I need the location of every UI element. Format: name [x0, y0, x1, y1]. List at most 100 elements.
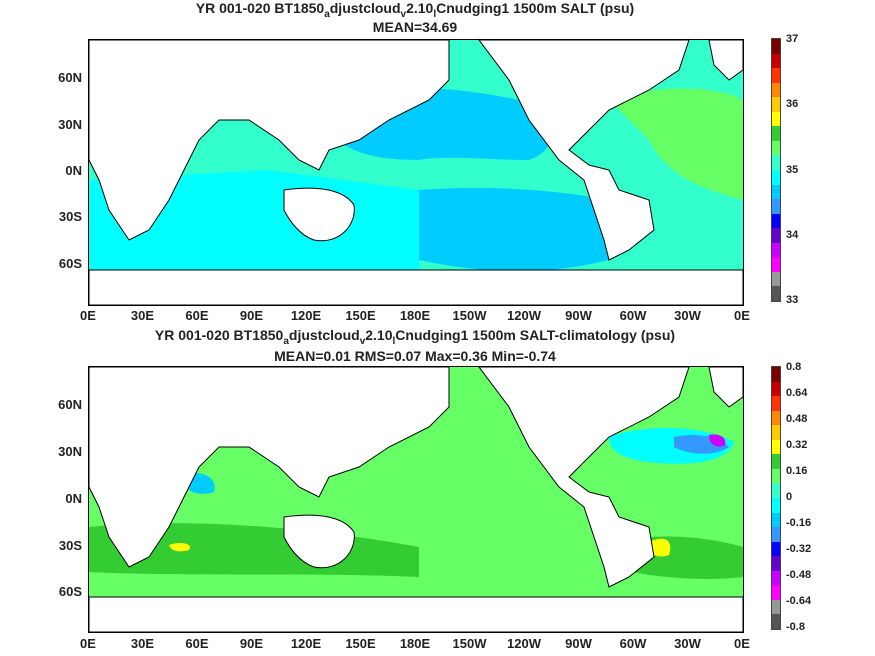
- top-ylabel-30n: 30N: [58, 117, 82, 132]
- top-cbar-label-34: 34: [786, 229, 799, 241]
- bottom-xlabel-1: 30E: [130, 636, 155, 651]
- bottom-cbar-label-9: -0.64: [786, 595, 812, 607]
- top-colorbar-segment-4: [772, 97, 780, 113]
- top-ylabel-30s: 30S: [58, 209, 82, 224]
- top-xlabel-9: 90W: [565, 308, 592, 323]
- bottom-xlabel-9: 90W: [565, 636, 592, 651]
- top-map-svg: [89, 40, 743, 305]
- bottom-xlabel-0: 0E: [80, 636, 96, 651]
- top-colorbar-segment-17: [772, 286, 780, 302]
- top-colorbar-segment-2: [772, 68, 780, 84]
- bottom-map-panel: [88, 366, 744, 633]
- bottom-title-line1: YR 001-020 BT1850adjustcloudv2.10lCnudgi…: [154, 327, 676, 347]
- bottom-yellow-patch-1: [169, 542, 190, 552]
- bottom-colorbar-segment-12: [772, 541, 780, 557]
- bottom-cbar-label-4: 0.16: [786, 465, 808, 477]
- top-xlabel-10: 60W: [619, 308, 647, 323]
- top-title-line1: YR 001-020 BT1850adjustcloudv2.10lCnudgi…: [195, 0, 635, 20]
- top-ylabel-60n: 60N: [58, 70, 82, 85]
- bottom-cbar-label-0: 0.8: [786, 361, 802, 373]
- bottom-ylabel-60n: 60N: [58, 397, 82, 412]
- top-xlabel-1: 30E: [130, 308, 155, 323]
- bottom-xlabel-2: 60E: [185, 636, 209, 651]
- bottom-ylabel-30n: 30N: [58, 444, 82, 459]
- bottom-colorbar-segment-17: [772, 614, 780, 630]
- bottom-xlabel-4: 120E: [290, 636, 322, 651]
- top-colorbar-segment-10: [772, 184, 780, 200]
- bottom-land: [89, 367, 743, 632]
- top-cbar-label-36: 36: [786, 98, 799, 110]
- bottom-colorbar-segment-10: [772, 512, 780, 528]
- bottom-xlabel-6: 180E: [399, 636, 431, 651]
- top-map-panel: [88, 39, 744, 306]
- bottom-colorbar-segment-9: [772, 498, 780, 514]
- top-colorbar-segment-6: [772, 126, 780, 142]
- top-colorbar-segment-16: [772, 271, 780, 287]
- bottom-xlabel-7: 150W: [452, 636, 487, 651]
- bottom-colorbar-segment-6: [772, 454, 780, 470]
- bottom-xlabel-8: 120W: [507, 636, 541, 651]
- top-colorbar-segment-9: [772, 170, 780, 186]
- bottom-colorbar-segment-3: [772, 410, 780, 426]
- bottom-cbar-label-3: 0.32: [786, 439, 808, 451]
- top-xlabel-5: 150E: [345, 308, 376, 323]
- bottom-cbar-label-5: 0: [786, 491, 793, 503]
- top-cbar-label-35: 35: [786, 164, 799, 176]
- bottom-atlantic-purple: [709, 434, 726, 447]
- bottom-colorbar-segment-4: [772, 425, 780, 441]
- bottom-colorbar-segment-2: [772, 396, 780, 412]
- bottom-cbar-label-7: -0.32: [786, 543, 812, 555]
- top-colorbar-segment-1: [772, 53, 780, 69]
- top-cbar-label-37: 37: [786, 33, 799, 45]
- bottom-colorbar-segment-11: [772, 527, 780, 543]
- top-colorbar-segment-3: [772, 82, 780, 98]
- bottom-xlabel-10: 60W: [619, 636, 647, 651]
- top-colorbar-segment-7: [772, 140, 780, 156]
- bottom-cbar-label-8: -0.48: [786, 569, 812, 581]
- bottom-ylabel-60s: 60S: [58, 584, 82, 599]
- top-ylabel-60s: 60S: [58, 256, 82, 271]
- top-ylabel-0n: 0N: [65, 163, 82, 178]
- top-xlabel-0: 0E: [80, 308, 96, 323]
- top-land: [89, 40, 743, 305]
- bottom-cbar-label-6: -0.16: [786, 517, 812, 529]
- top-xlabel-12: 0E: [734, 308, 750, 323]
- top-colorbar-segment-14: [772, 242, 780, 258]
- bottom-cbar-label-2: 0.48: [786, 413, 808, 425]
- top-colorbar-segment-5: [772, 111, 780, 127]
- top-title-mean: MEAN=34.69: [372, 19, 458, 35]
- top-colorbar-segment-15: [772, 257, 780, 273]
- top-cbar-label-33: 33: [786, 294, 799, 306]
- top-colorbar-segment-12: [772, 213, 780, 229]
- bottom-cbar-label-10: -0.8: [786, 621, 805, 633]
- top-xlabel-2: 60E: [185, 308, 209, 323]
- top-xlabel-4: 120E: [290, 308, 322, 323]
- top-xlabel-3: 90E: [239, 308, 264, 323]
- bottom-colorbar-segment-7: [772, 468, 780, 484]
- bottom-colorbar: [771, 366, 781, 630]
- top-colorbar-segment-13: [772, 228, 780, 244]
- bottom-colorbar-segment-13: [772, 556, 780, 572]
- top-colorbar: [771, 38, 781, 302]
- bottom-colorbar-segment-5: [772, 439, 780, 455]
- top-xlabel-7: 150W: [452, 308, 487, 323]
- bottom-map-svg: [89, 367, 743, 632]
- bottom-colorbar-segment-1: [772, 381, 780, 397]
- top-north-atlantic: [609, 88, 743, 200]
- bottom-xlabel-11: 30W: [674, 636, 701, 651]
- bottom-xlabel-3: 90E: [239, 636, 264, 651]
- bottom-ylabel-0n: 0N: [65, 491, 82, 506]
- top-xlabel-8: 120W: [507, 308, 541, 323]
- bottom-colorbar-segment-14: [772, 570, 780, 586]
- bottom-colorbar-segment-8: [772, 483, 780, 499]
- bottom-colorbar-segment-0: [772, 367, 780, 383]
- bottom-ylabel-30s: 30S: [58, 538, 82, 553]
- top-south-pacific: [419, 188, 609, 272]
- bottom-xlabel-5: 150E: [345, 636, 376, 651]
- top-colorbar-segment-0: [772, 39, 780, 55]
- bottom-colorbar-segment-15: [772, 585, 780, 601]
- bottom-xlabel-12: 0E: [734, 636, 750, 651]
- bottom-yellow-patch-2: [648, 538, 671, 557]
- bottom-title-stats: MEAN=0.01 RMS=0.07 Max=0.36 Min=-0.74: [274, 348, 556, 364]
- top-colorbar-segment-8: [772, 155, 780, 171]
